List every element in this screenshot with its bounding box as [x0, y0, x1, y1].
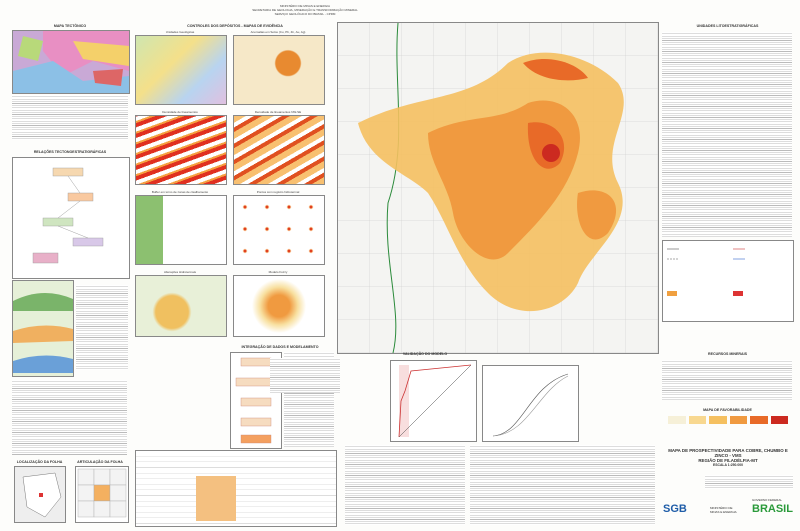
swatch — [729, 416, 747, 424]
tectonic-map — [12, 30, 130, 94]
thumbnail-title: Buffer em torno de zonas de cisalhamento — [151, 190, 209, 194]
chart-graphic — [32, 167, 104, 264]
success-graphic — [492, 373, 569, 437]
panel-title: UNIDADES LITOESTRATIGRÁFICAS — [696, 24, 759, 28]
logo-sgb: SGB — [663, 503, 687, 515]
thumbnail-map — [135, 115, 227, 185]
swatch — [688, 416, 706, 424]
panel-title: MAPA TECTÔNICO — [53, 24, 87, 28]
section-notes — [76, 285, 128, 370]
thumbnail-map — [233, 115, 325, 185]
symbols-legend — [662, 240, 794, 322]
map-region: REGIÃO DE FILADÉLFIA-MT — [698, 458, 758, 463]
text-block — [470, 445, 655, 525]
grid-graphic — [77, 468, 127, 518]
table-highlight — [196, 476, 236, 521]
location-graphic — [22, 472, 62, 518]
success-chart — [482, 365, 579, 442]
panel-title: MAPA DE FAVORABILIDADE — [703, 408, 752, 412]
swatch — [750, 416, 768, 424]
resources-legend — [662, 360, 792, 400]
thumbnail-title: Anomalias em Solos (Cu, Pb, Zn, Au, Ag) — [250, 30, 306, 34]
panel-title: VALIDAÇÃO DO MODELO — [402, 352, 448, 356]
panel-title: ARTICULAÇÃO DA FOLHA — [77, 460, 123, 464]
swatch — [770, 416, 788, 424]
panel-title: RELAÇÕES TECTONOESTRATIGRÁFICAS — [33, 150, 107, 154]
panel-title: CONTROLES DOS DEPÓSITOS - MAPAS DE EVIDÊ… — [187, 24, 283, 28]
thumbnail-title: Densidade de lineamentos NW-SE — [254, 110, 302, 114]
header-line: SERVIÇO GEOLÓGICO DO BRASIL - CPRM — [274, 12, 336, 16]
tectonic-graphic — [13, 31, 129, 93]
thumbnail-map — [233, 35, 325, 105]
map-graphic — [338, 23, 658, 353]
flowchart — [230, 352, 282, 449]
text-block — [12, 380, 127, 455]
map-scale: ESCALA 1:250.000 — [712, 463, 744, 467]
thumbnail-map — [135, 275, 227, 337]
logo-gov: GOVERNO FEDERAL — [752, 498, 783, 502]
logo-brasil: BRASIL — [752, 503, 793, 515]
panel-title: LOCALIZAÇÃO DA FOLHA — [16, 460, 63, 464]
sections-graphic — [13, 292, 73, 373]
title-block: MAPA DE PROSPECTIVIDADE PARA COBRE, CHUM… — [662, 448, 794, 467]
articulation-grid — [75, 466, 129, 523]
logo-ministry: MINISTÉRIO DE MINAS E ENERGIA — [710, 506, 737, 514]
validation-chart — [390, 360, 477, 442]
swatch — [709, 416, 727, 424]
panel-title: RECURSOS MINERAIS — [708, 352, 747, 356]
stratigraphic-chart — [12, 157, 130, 279]
header: MINISTÉRIO DE MINAS E ENERGIA SECRETARIA… — [250, 4, 360, 16]
thumbnail-map — [233, 195, 325, 265]
text-block — [345, 445, 465, 525]
thumbnail-title: Pontos com registro hidrotermal — [256, 190, 300, 194]
main-map — [337, 22, 659, 354]
credits — [705, 475, 793, 489]
header-line: SECRETARIA DE GEOLOGIA, MINERAÇÃO E TRAN… — [252, 8, 358, 12]
thumbnail-map — [135, 35, 227, 105]
thumbnail-map — [233, 275, 325, 337]
validation-graphic — [398, 364, 472, 438]
location-map — [14, 466, 66, 523]
evidence-table — [135, 450, 337, 527]
flow-graphic — [235, 357, 277, 444]
symbols-graphic — [667, 248, 745, 296]
header-line: MINISTÉRIO DE MINAS E ENERGIA — [279, 4, 330, 8]
swatch — [668, 416, 686, 424]
notes — [270, 358, 340, 393]
tectonic-legend — [12, 95, 128, 140]
map-title: MAPA DE PROSPECTIVIDADE PARA COBRE, CHUM… — [668, 448, 788, 458]
cross-sections — [12, 280, 74, 377]
thumbnail-title: Unidades Geológicas — [165, 30, 195, 34]
panel-title: INTEGRAÇÃO DE DADOS E MODELAMENTO — [241, 345, 319, 349]
thumbnail-title: Modelo Fuzzy — [268, 270, 288, 274]
units-legend — [662, 32, 792, 237]
favorability-scale — [668, 416, 788, 424]
thumbnail-title: Alterações Hidrotermais — [163, 270, 196, 274]
thumbnail-title: Densidade de lineamentos — [162, 110, 198, 114]
thumbnail-map — [135, 195, 227, 265]
